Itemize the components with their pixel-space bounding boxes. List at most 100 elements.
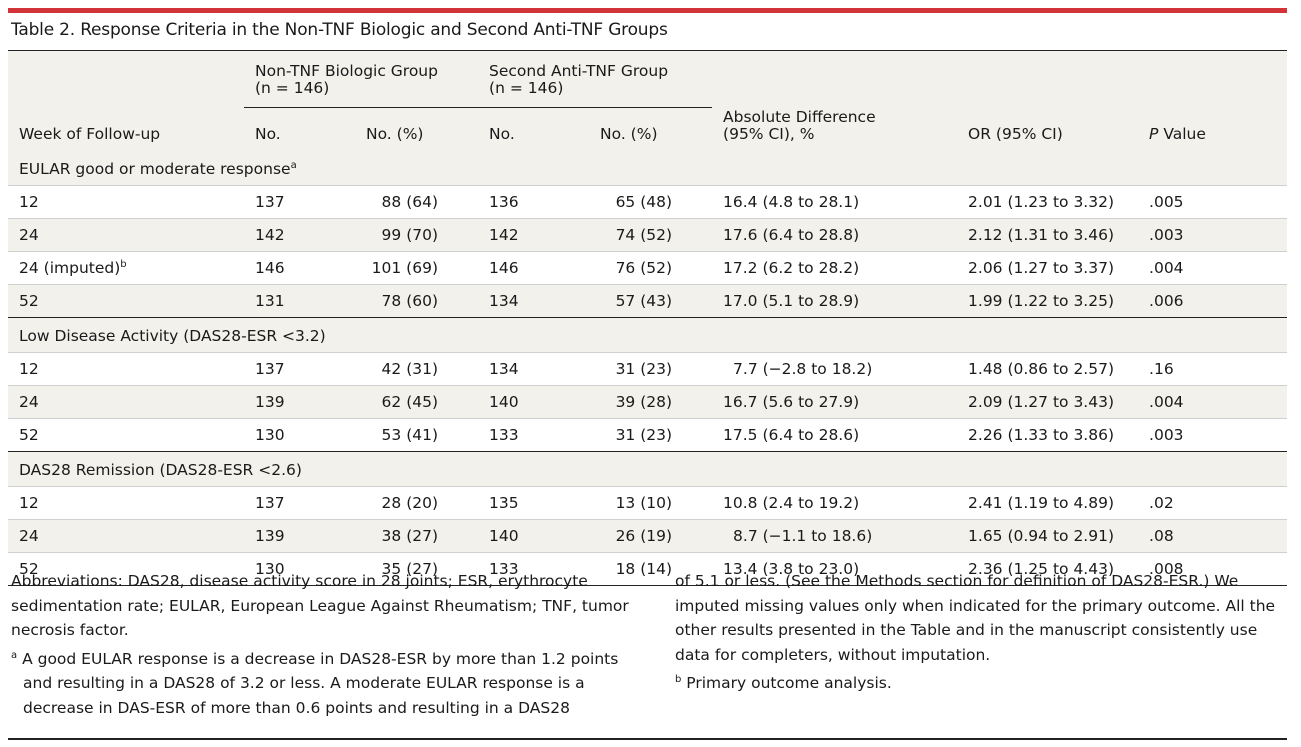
cell-odds-ratio: 2.01 (1.23 to 3.32) [957,185,1147,219]
cell-p-value-text: .08 [1149,527,1174,545]
cell-absolute-difference: 17.2 (6.2 to 28.2) [712,251,958,285]
cell-group1-no: 142 [244,218,355,252]
cell-group2-no-pct-text: 31 (23) [615,426,673,444]
cell-week-text: 52 [19,560,39,578]
cell-odds-ratio-text: 2.09 (1.27 to 3.43) [968,393,1115,411]
header-week: Week of Follow-up [19,125,161,143]
table-row: 24 142 99 (70) 142 74 (52) 17.6 (6.4 to 28.8)… [8,218,1288,252]
cell-group1-no-text: 142 [255,226,285,244]
cell-group2-no-pct: 57 (43) [589,284,713,318]
cell-absolute-difference: 17.5 (6.4 to 28.6) [712,418,958,452]
cell-group1-no-pct: 88 (64) [355,185,479,219]
header-spacer [8,51,244,108]
cell-group1-no: 139 [244,385,355,419]
section-label-text: DAS28 Remission (DAS28-ESR <2.6) [19,461,302,479]
cell-group2-no-pct: 65 (48) [589,185,713,219]
cell-absolute-difference: 16.7 (5.6 to 27.9) [712,385,958,419]
cell-group1-no-pct-text: 78 (60) [381,292,439,310]
cell-absolute-difference: 8.7 (−1.1 to 18.6) [712,519,958,553]
cell-week-text: 52 [19,292,39,310]
header-p-italic: P [1149,125,1159,143]
cell-group2-no-pct: 76 (52) [589,251,713,285]
cell-group1-no-text: 130 [255,426,285,444]
cell-p-value: .005 [1146,185,1288,219]
cell-absolute-difference-text: 13.4 (3.8 to 23.0) [723,560,860,578]
cell-odds-ratio-text: 2.06 (1.27 to 3.37) [968,259,1115,277]
cell-group2-no: 133 [478,418,590,452]
section-label: Low Disease Activity (DAS28-ESR <3.2) [8,317,1288,353]
notes-right-column: of 5.1 or less. (See the Methods section… [675,569,1285,696]
cell-group2-no: 134 [478,352,590,386]
cell-week: 52 [8,418,244,452]
section-header-row: DAS28 Remission (DAS28-ESR <2.6) [8,451,1288,487]
cell-group2-no: 135 [478,486,590,520]
cell-group2-no-pct-text: 18 (14) [615,560,673,578]
footnote-a-text: A good EULAR response is a decrease in D… [22,649,619,717]
cell-group2-no: 133 [478,552,590,585]
cell-group2-no-text: 140 [489,393,519,411]
footnote-a: a A good EULAR response is a decrease in… [11,647,631,721]
footnote-b: b Primary outcome analysis. [675,671,1285,696]
table-row: 52 130 53 (41) 133 31 (23) 17.5 (6.4 to 28.6)… [8,418,1288,452]
cell-group1-no-pct-text: 53 (41) [381,426,439,444]
cell-p-value-text: .16 [1149,360,1174,378]
cell-odds-ratio: 2.12 (1.31 to 3.46) [957,218,1147,252]
header-abs-diff-line1: Absolute Difference [723,108,876,126]
cell-absolute-difference-text: 16.7 (5.6 to 27.9) [723,393,860,411]
cell-group1-no-text: 130 [255,560,285,578]
footnote-b-mark: b [675,673,682,685]
header-p-rest: Value [1158,125,1206,143]
cell-group2-no-text: 140 [489,527,519,545]
cell-group2-no-pct-text: 26 (19) [615,527,673,545]
cell-group1-no-text: 146 [255,259,285,277]
header-group1: Non-TNF Biologic Group (n = 146) [244,51,479,108]
section-label-text: EULAR good or moderate response [19,160,291,178]
cell-group2-no: 134 [478,284,590,318]
cell-group1-no: 139 [244,519,355,553]
cell-p-value-text: .02 [1149,494,1174,512]
cell-group2-no: 142 [478,218,590,252]
cell-group1-no: 137 [244,352,355,386]
header-group2-n: (n = 146) [489,79,564,97]
cell-group2-no-pct: 39 (28) [589,385,713,419]
table-row: 12 137 28 (20) 135 13 (10) 10.8 (2.4 to 19.2)… [8,486,1288,520]
cell-group2-no-text: 133 [489,426,519,444]
cell-week: 12 [8,185,244,219]
footnote-b-text: Primary outcome analysis. [686,674,892,692]
response-criteria-table: Non-TNF Biologic Group (n = 146) Second … [8,51,1288,585]
cell-p-value-text: .005 [1149,193,1184,211]
cell-p-value: .16 [1146,352,1288,386]
accent-bar [8,8,1287,13]
cell-odds-ratio-text: 2.01 (1.23 to 3.32) [968,193,1115,211]
cell-odds-ratio: 1.65 (0.94 to 2.91) [957,519,1147,553]
cell-group1-no-pct-text: 88 (64) [381,193,439,211]
header-p-value: P Value [1146,51,1287,151]
cell-week-text: 12 [19,494,39,512]
cell-odds-ratio-text: 2.36 (1.25 to 4.43) [968,560,1115,578]
table-row: 24 (imputed)b 146 101 (69) 146 76 (52) 17.2 (… [8,251,1288,285]
cell-group2-no-pct: 18 (14) [589,552,713,585]
cell-group2-no: 140 [478,519,590,553]
cell-week: 52 [8,284,244,318]
footnote-marker: b [120,258,127,270]
cell-p-value-text: .008 [1149,560,1184,578]
cell-group1-no-text: 137 [255,360,285,378]
cell-p-value-text: .003 [1149,426,1184,444]
header-group1-name: Non-TNF Biologic Group [255,62,438,80]
cell-absolute-difference-text: 17.2 (6.2 to 28.2) [723,259,860,277]
cell-group1-no: 137 [244,486,355,520]
cell-odds-ratio: 2.06 (1.27 to 3.37) [957,251,1147,285]
cell-absolute-difference: 16.4 (4.8 to 28.1) [712,185,958,219]
cell-group1-no-pct: 99 (70) [355,218,479,252]
header-abs-diff-line2: (95% CI), % [723,125,815,143]
cell-group2-no-pct: 74 (52) [589,218,713,252]
cell-week-text: 24 [19,527,39,545]
cell-odds-ratio-text: 1.48 (0.86 to 2.57) [968,360,1115,378]
cell-group1-no-pct: 101 (69) [355,251,479,285]
cell-absolute-difference-text: 17.0 (5.1 to 28.9) [723,292,860,310]
cell-group2-no-pct: 13 (10) [589,486,713,520]
cell-group1-no-pct: 38 (27) [355,519,479,553]
cell-week: 24 (imputed)b [8,251,244,285]
section-label: DAS28 Remission (DAS28-ESR <2.6) [8,451,1288,487]
header-or: OR (95% CI) [968,125,1063,143]
